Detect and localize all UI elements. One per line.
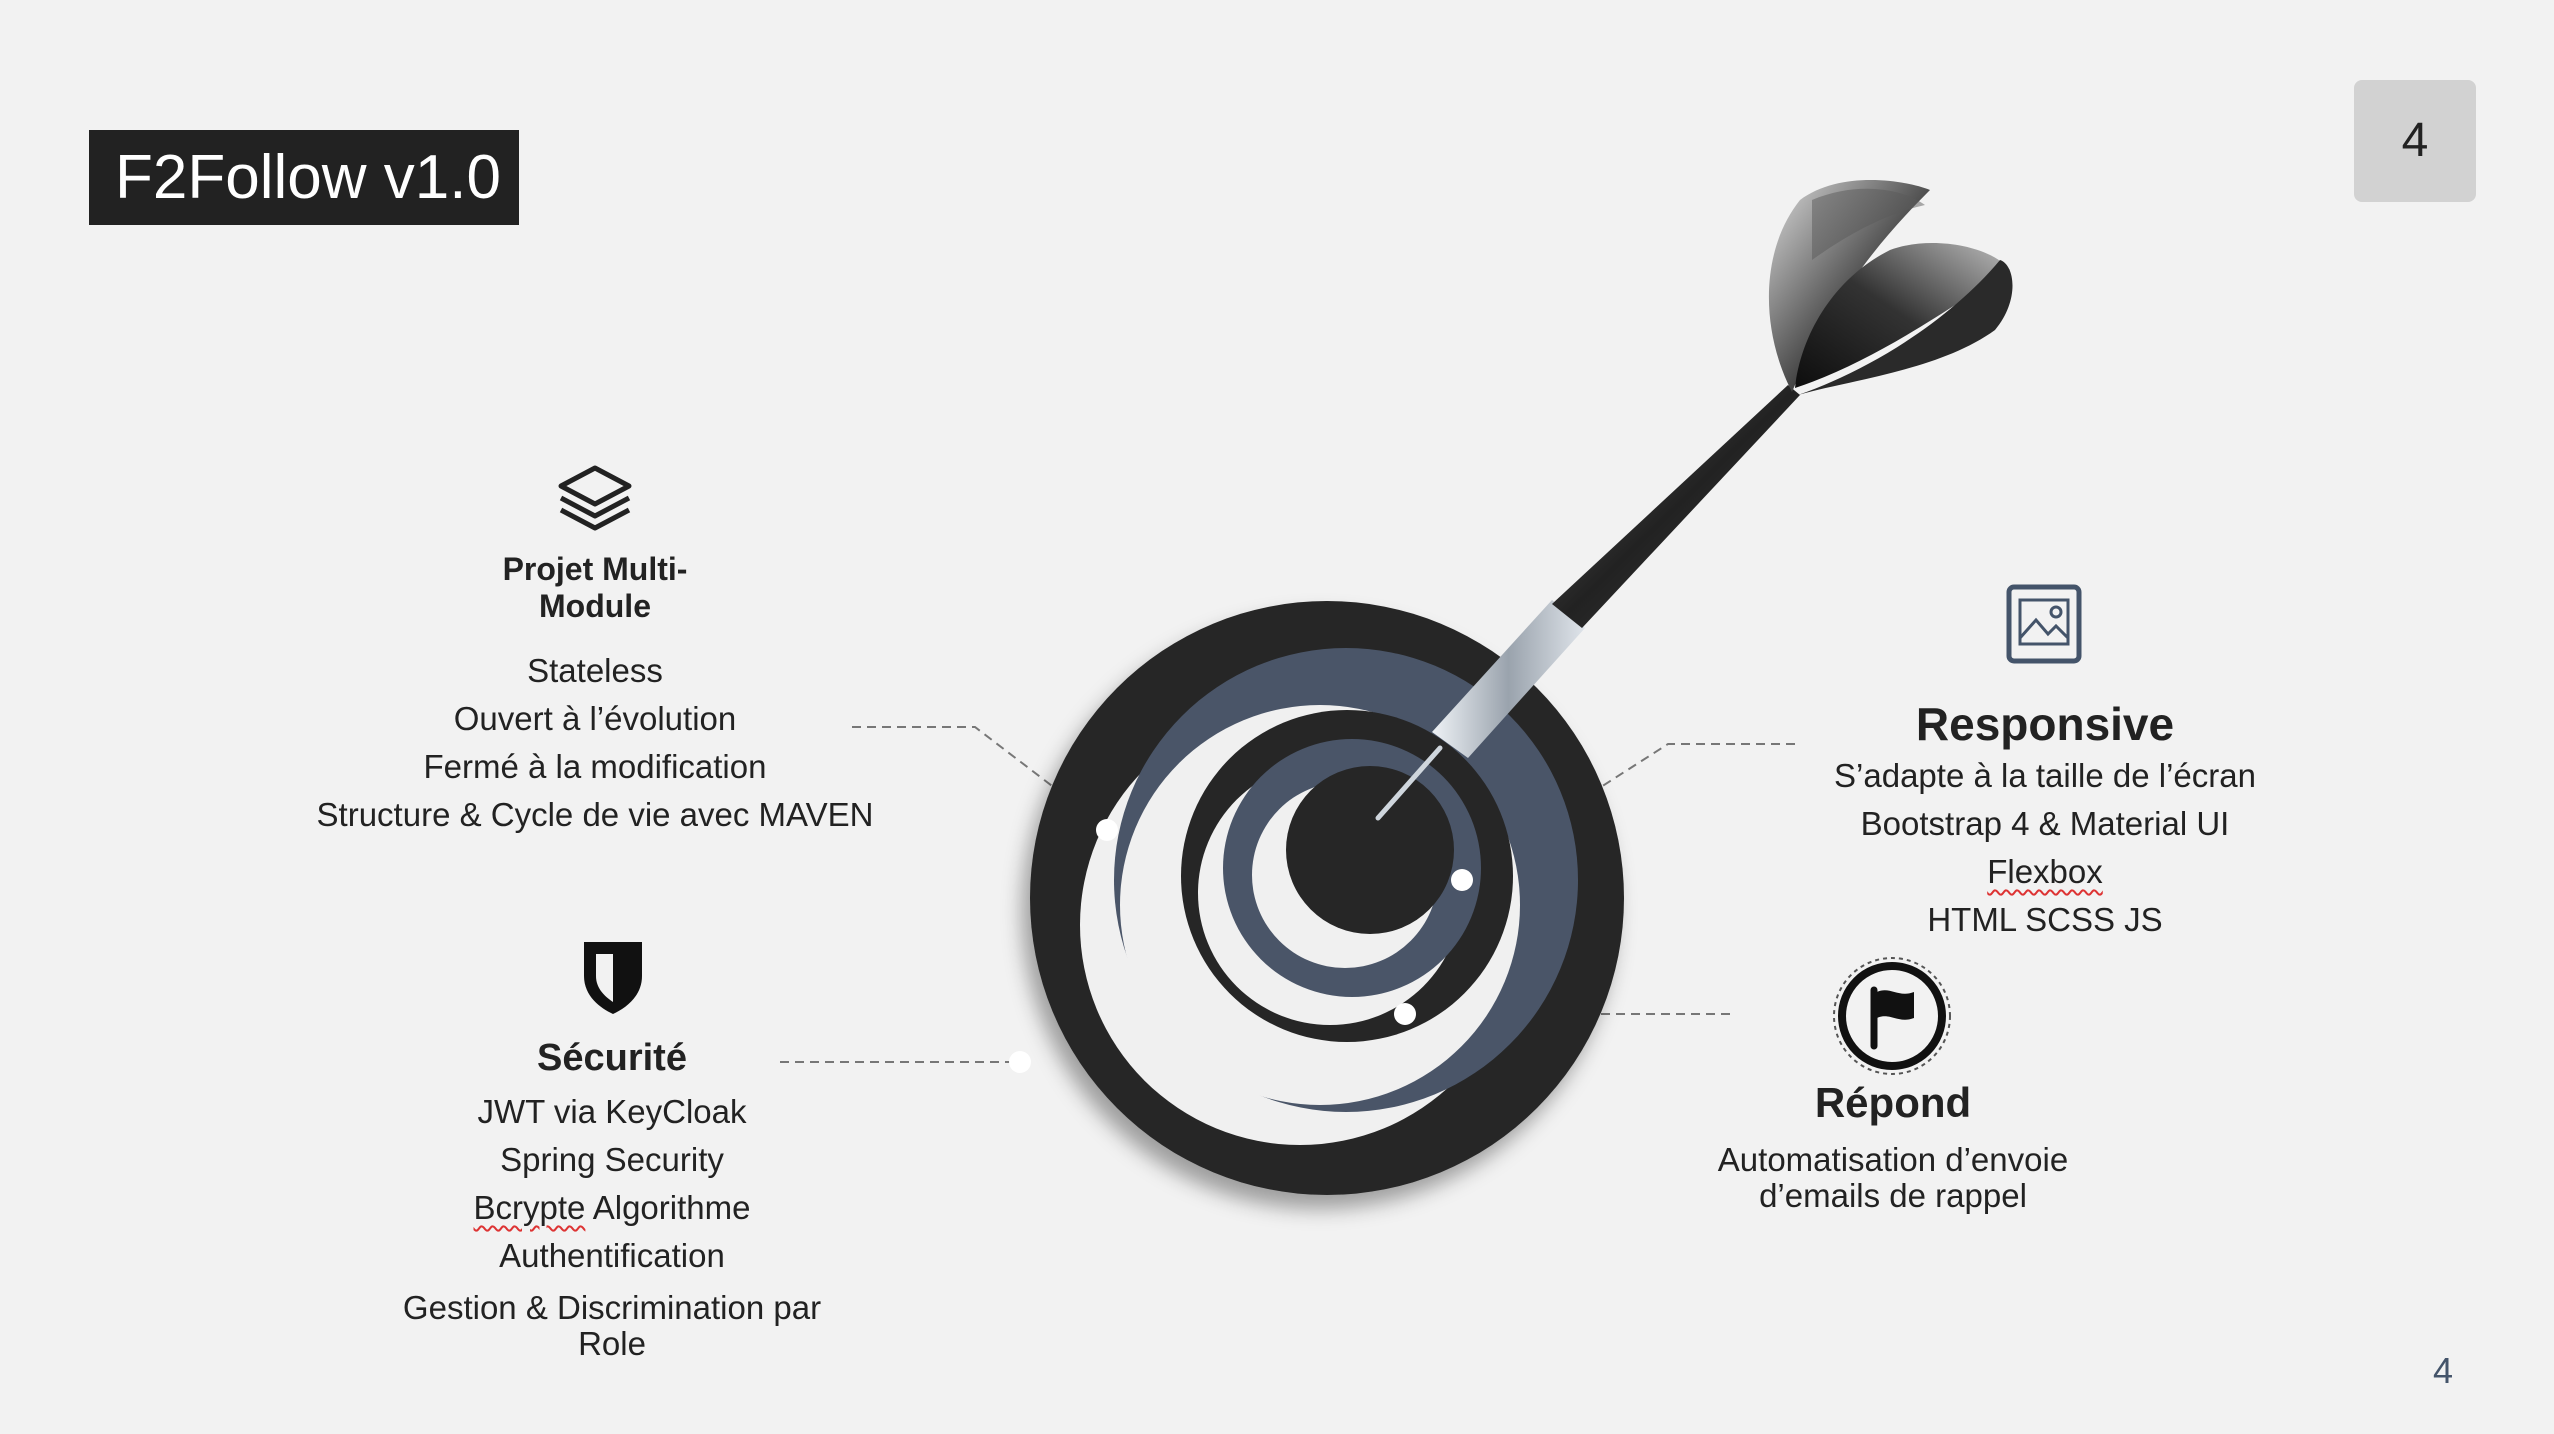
securite-item: JWT via KeyCloak (477, 1093, 747, 1130)
projet-item: Ouvert à l’évolution (453, 700, 737, 737)
repond-block: Répond Automatisation d’envoie d’emails … (1593, 1078, 2193, 1214)
image-icon (2006, 584, 2082, 664)
securite-item-last-line2: Role (578, 1325, 646, 1362)
securite-item-last-line1: Gestion & Discrimination par (402, 1289, 822, 1326)
flexbox-word: Flexbox (1987, 853, 2103, 890)
dot-responsive (1451, 869, 1473, 891)
responsive-item: HTML SCSS JS (1927, 901, 2163, 938)
target-bullseye (1286, 766, 1454, 934)
dot-projet (1096, 819, 1118, 841)
dot-securite (1009, 1051, 1031, 1073)
dot-repond (1394, 1003, 1416, 1025)
page-badge: 4 (2354, 80, 2476, 202)
responsive-item-flexbox: Flexbox (1745, 848, 2345, 896)
securite-block: Sécurité JWT via KeyCloak Spring Securit… (312, 1034, 912, 1362)
bcrypt-word: Bcrypte (473, 1189, 586, 1226)
dart (1375, 180, 2013, 821)
page-number: 4 (2432, 1350, 2454, 1391)
projet-item: Stateless (527, 652, 663, 689)
projet-item: Structure & Cycle de vie avec MAVEN (316, 796, 874, 833)
securite-item: Authentification (499, 1237, 725, 1274)
projet-heading-line2: Module (539, 588, 651, 624)
projet-block: Projet Multi- Module Stateless Ouvert à … (295, 551, 895, 839)
securite-item-bcrypt: Bcrypte Algorithme (312, 1184, 912, 1232)
securite-heading: Sécurité (537, 1037, 687, 1079)
projet-heading: Projet Multi- Module (295, 551, 895, 625)
flag-icon (1830, 954, 1954, 1078)
repond-line1: Automatisation d’envoie (1717, 1141, 2069, 1178)
shield-icon (582, 940, 644, 1016)
projet-heading-line1: Projet Multi- (502, 551, 688, 587)
securite-item: Spring Security (500, 1141, 724, 1178)
layers-icon (555, 462, 635, 540)
responsive-heading: Responsive (1915, 698, 2175, 750)
repond-line2: d’emails de rappel (1759, 1177, 2027, 1214)
repond-heading: Répond (1814, 1079, 1972, 1126)
responsive-item: S’adapte à la taille de l’écran (1834, 757, 2256, 794)
slide-title: F2Follow v1.0 (89, 130, 519, 225)
bcrypt-rest: Algorithme (585, 1189, 751, 1226)
responsive-item: Bootstrap 4 & Material UI (1860, 805, 2230, 842)
responsive-block: Responsive S’adapte à la taille de l’écr… (1745, 696, 2345, 944)
projet-item: Fermé à la modification (423, 748, 767, 785)
